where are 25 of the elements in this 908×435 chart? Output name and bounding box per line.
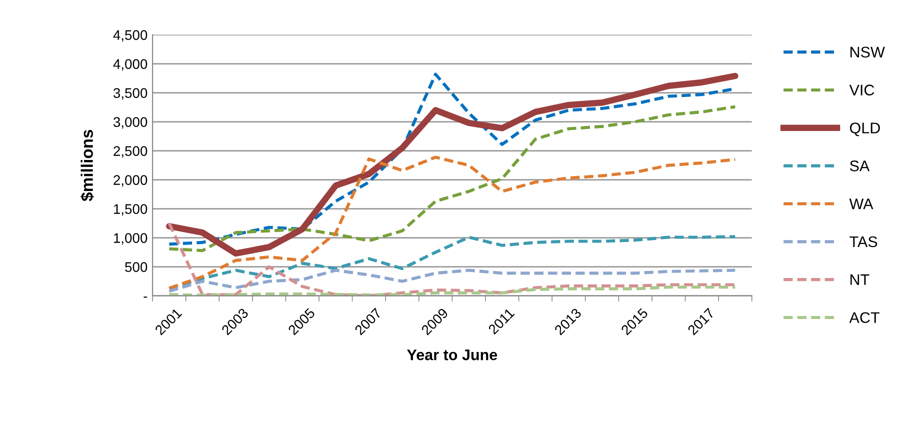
legend-label: NT — [850, 274, 870, 285]
y-axis-title: $millions — [80, 130, 94, 202]
x-axis-title: Year to June — [407, 350, 498, 360]
y-tick-label: 3,500 — [113, 88, 148, 100]
y-tick-label: 500 — [125, 262, 148, 272]
y-tick-label: 2,000 — [114, 175, 148, 187]
legend-label: QLD — [850, 122, 880, 136]
line-series — [168, 268, 737, 293]
y-tick-label: 2,500 — [114, 146, 148, 158]
y-tick-label: 4,000 — [113, 59, 148, 71]
legend-label: WA — [849, 198, 874, 210]
legend-label: TAS — [850, 236, 878, 248]
line-series — [168, 222, 737, 296]
y-tick-label: 1,500 — [114, 204, 148, 216]
line-series — [168, 286, 737, 296]
line-series — [168, 156, 737, 290]
y-tick-label: - — [144, 296, 148, 298]
y-tick-label: 1,000 — [114, 233, 148, 245]
legend-label: VIC — [849, 84, 874, 96]
line-series — [168, 105, 737, 252]
y-tick-label: 3,000 — [113, 117, 148, 129]
legend-label: NSW — [850, 46, 885, 58]
y-tick-label: 4,500 — [113, 30, 148, 42]
legend-label: ACT — [849, 312, 880, 324]
legend-label: SA — [850, 160, 870, 172]
